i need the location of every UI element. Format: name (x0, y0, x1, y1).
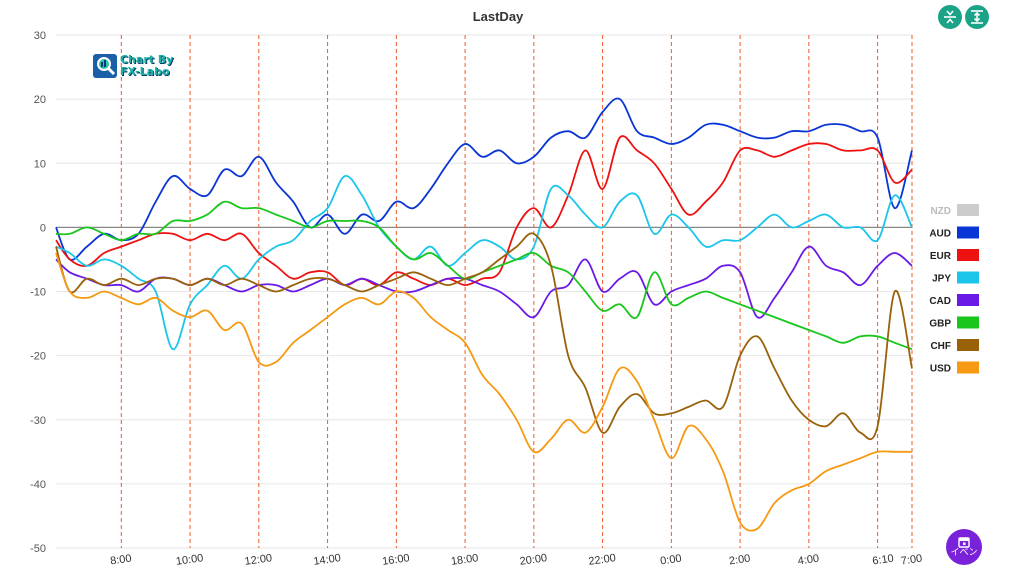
x-tick-label: 6:10 (872, 553, 895, 568)
series-line-chf (55, 232, 913, 441)
x-tick-label: 16:00 (381, 552, 410, 568)
x-tick-label: 7:00 (900, 553, 923, 568)
y-tick-label: -50 (30, 543, 46, 555)
logo-line1: Chart By (120, 53, 174, 66)
y-tick-label: -10 (30, 287, 46, 299)
legend-label-cad[interactable]: CAD (929, 296, 951, 307)
legend-label-nzd[interactable]: NZD (930, 206, 951, 217)
x-axis: 8:00 10:00 12:00 14:00 16:00 18:00 20:00 22:00 0… (109, 552, 923, 568)
series-line-aud (55, 97, 913, 261)
legend-swatch-chf[interactable] (957, 339, 979, 351)
x-tick-label: 8:00 (109, 553, 132, 568)
x-tick-label: 2:00 (728, 553, 751, 568)
legend: NZD AUD EUR JPY CAD GBP CHF USD (929, 204, 979, 375)
compress-icon (944, 10, 956, 24)
event-button[interactable]: イベン (946, 529, 982, 565)
logo-text: Chart By FX-Labo (120, 54, 173, 78)
y-tick-label: 10 (34, 158, 46, 170)
grid (56, 34, 912, 549)
series-line-jpy (55, 175, 913, 351)
legend-label-usd[interactable]: USD (930, 364, 951, 375)
x-tick-label: 18:00 (450, 552, 479, 568)
series-line-gbp (55, 200, 913, 351)
compress-button[interactable] (938, 5, 962, 29)
legend-swatch-cad[interactable] (957, 294, 979, 306)
legend-swatch-jpy[interactable] (957, 271, 979, 284)
fx-labo-logo: Chart By FX-Labo (93, 54, 173, 78)
legend-label-gbp[interactable]: GBP (929, 319, 951, 330)
legend-swatch-usd[interactable] (957, 361, 979, 374)
series-lines (55, 97, 913, 532)
series-line-usd (55, 252, 913, 532)
y-tick-label: 20 (34, 94, 46, 106)
magnifier-icon (93, 54, 117, 78)
series-line-cad (55, 245, 913, 319)
session-lines (120, 35, 913, 548)
legend-swatch-gbp[interactable] (957, 316, 979, 329)
chart-title: LastDay (473, 9, 524, 24)
x-tick-label: 10:00 (175, 552, 204, 568)
y-tick-label: 0 (40, 222, 46, 234)
y-tick-label: -30 (30, 415, 46, 427)
x-tick-label: 4:00 (797, 553, 820, 568)
series-line-eur (55, 135, 913, 287)
y-tick-label: 30 (34, 30, 46, 42)
legend-label-chf[interactable]: CHF (930, 341, 951, 352)
logo-line2: FX-Labo (120, 65, 170, 78)
expand-icon (971, 10, 983, 24)
y-tick-label: -40 (30, 479, 46, 491)
legend-label-aud[interactable]: AUD (929, 229, 951, 240)
calendar-icon (958, 537, 970, 548)
x-tick-label: 0:00 (659, 553, 682, 568)
y-tick-label: -20 (30, 351, 46, 363)
x-tick-label: 14:00 (313, 552, 342, 568)
x-tick-label: 12:00 (244, 552, 273, 568)
x-tick-label: 22:00 (588, 552, 617, 568)
legend-swatch-aud[interactable] (957, 226, 979, 239)
y-axis: 30 20 10 0 -10 -20 -30 -40 -50 (30, 30, 46, 555)
legend-label-eur[interactable]: EUR (930, 251, 952, 262)
legend-label-jpy[interactable]: JPY (932, 274, 951, 285)
legend-swatch-eur[interactable] (957, 249, 979, 261)
legend-swatch-nzd[interactable] (957, 204, 979, 216)
expand-button[interactable] (965, 5, 989, 29)
x-tick-label: 20:00 (519, 552, 548, 568)
event-label: イベン (950, 548, 978, 558)
